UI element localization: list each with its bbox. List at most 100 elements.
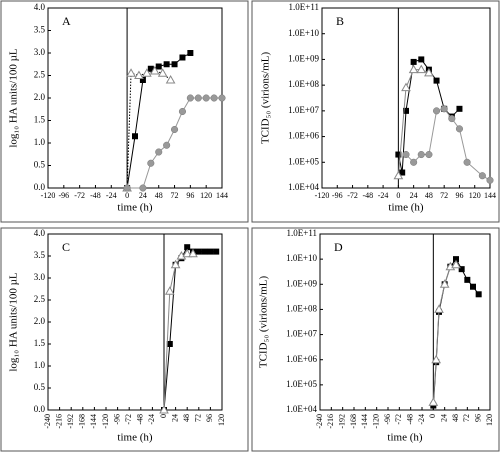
x-axis-label: time (h) [117,202,152,214]
panel-label: C [62,240,70,254]
series-line [405,108,491,181]
marker [448,115,456,123]
marker [210,94,218,102]
x-tick-label: 0 [159,414,168,418]
marker [139,77,146,83]
marker [403,107,409,114]
x-tick-label: -24 [378,191,389,200]
y-tick-label: 1.0E+11 [287,228,318,238]
panel-frame [251,0,500,223]
x-tick-label: 24 [139,191,147,200]
x-tick-label: -216 [326,414,335,429]
marker [163,141,171,149]
y-tick-label: 1.0E+10 [286,253,317,263]
y-axis-label: log₁₀ HA units/100 µL [8,48,20,148]
marker [165,74,176,84]
y-tick-label: 0.0 [34,404,46,414]
marker [433,77,440,84]
x-tick-label: 96 [186,191,194,200]
marker [207,248,214,255]
marker [440,105,448,113]
y-tick-label: 1.0E+08 [288,79,319,89]
y-axis-label: TCID₅₀ (virions/mL) [258,276,270,369]
marker [170,259,181,269]
marker [463,158,471,166]
y-tick-label: 1.0E+09 [288,53,319,63]
x-tick-label: 120 [217,414,226,426]
marker [155,148,163,156]
x-tick-label: -192 [337,414,346,429]
marker [202,94,210,102]
marker [163,61,170,68]
y-axis-label: log₁₀ HA units/100 µL [8,272,20,372]
y-tick-label: 3.5 [34,250,46,260]
x-tick-label: -72 [124,414,133,425]
y-tick-label: 4.0 [34,2,46,12]
panel-label: A [62,14,71,28]
x-tick-label: 48 [155,191,163,200]
marker [134,70,144,79]
x-tick-label: 48 [451,414,460,422]
y-tick-label: 1.0 [34,137,46,147]
marker [155,63,162,70]
series-line [397,58,460,173]
marker [184,244,191,251]
x-tick-label: 72 [440,191,448,200]
marker [478,172,486,180]
series-line [163,246,217,411]
x-tick-label: 120 [485,414,494,426]
y-tick-label: 1.0E+07 [286,329,317,339]
y-tick-label: 2.0 [34,316,46,326]
x-tick-label: 24 [439,414,448,422]
x-axis-label: time (h) [387,432,422,444]
marker [195,248,202,255]
x-tick-label: 48 [425,191,433,200]
x-tick-label: 72 [462,414,471,422]
marker [402,150,410,159]
marker [179,54,186,61]
y-tick-label: 2.5 [34,294,46,304]
marker [464,276,471,283]
marker [186,94,194,102]
marker [458,266,465,273]
marker [470,283,476,290]
marker [171,61,178,68]
x-tick-label: -144 [360,414,369,429]
x-tick-label: 96 [455,191,463,200]
marker [486,176,494,184]
x-tick-label: 120 [469,191,481,200]
plot-area [47,233,223,411]
x-tick-label: -120 [101,414,110,429]
y-tick-label: 4.0 [34,228,46,238]
marker [213,248,220,255]
marker [425,150,433,159]
y-tick-label: 3.0 [34,272,46,282]
marker [455,125,464,133]
marker [408,64,419,74]
marker [416,64,427,74]
y-tick-label: 1.0E+04 [286,404,317,414]
marker [126,68,136,77]
marker [432,107,441,115]
marker [149,65,160,75]
panel-label: D [334,240,343,254]
x-tick-label: 96 [473,414,482,422]
x-tick-label: -48 [405,414,414,425]
marker [418,56,425,63]
panel-frame [251,227,500,452]
series-line [127,97,222,189]
y-tick-label: 1.0E+06 [286,354,317,364]
y-tick-label: 1.0E+07 [288,105,319,115]
y-tick-label: 0.5 [34,382,46,392]
marker [434,304,444,313]
y-tick-label: 3.5 [34,25,46,35]
x-tick-label: 48 [182,414,191,422]
x-tick-label: -72 [74,191,85,200]
y-tick-label: 1.0E+10 [288,28,319,38]
y-tick-label: 0.5 [34,160,46,170]
panel-frame [0,227,249,452]
marker [453,256,459,263]
x-tick-label: -120 [371,414,380,429]
marker [410,158,418,166]
